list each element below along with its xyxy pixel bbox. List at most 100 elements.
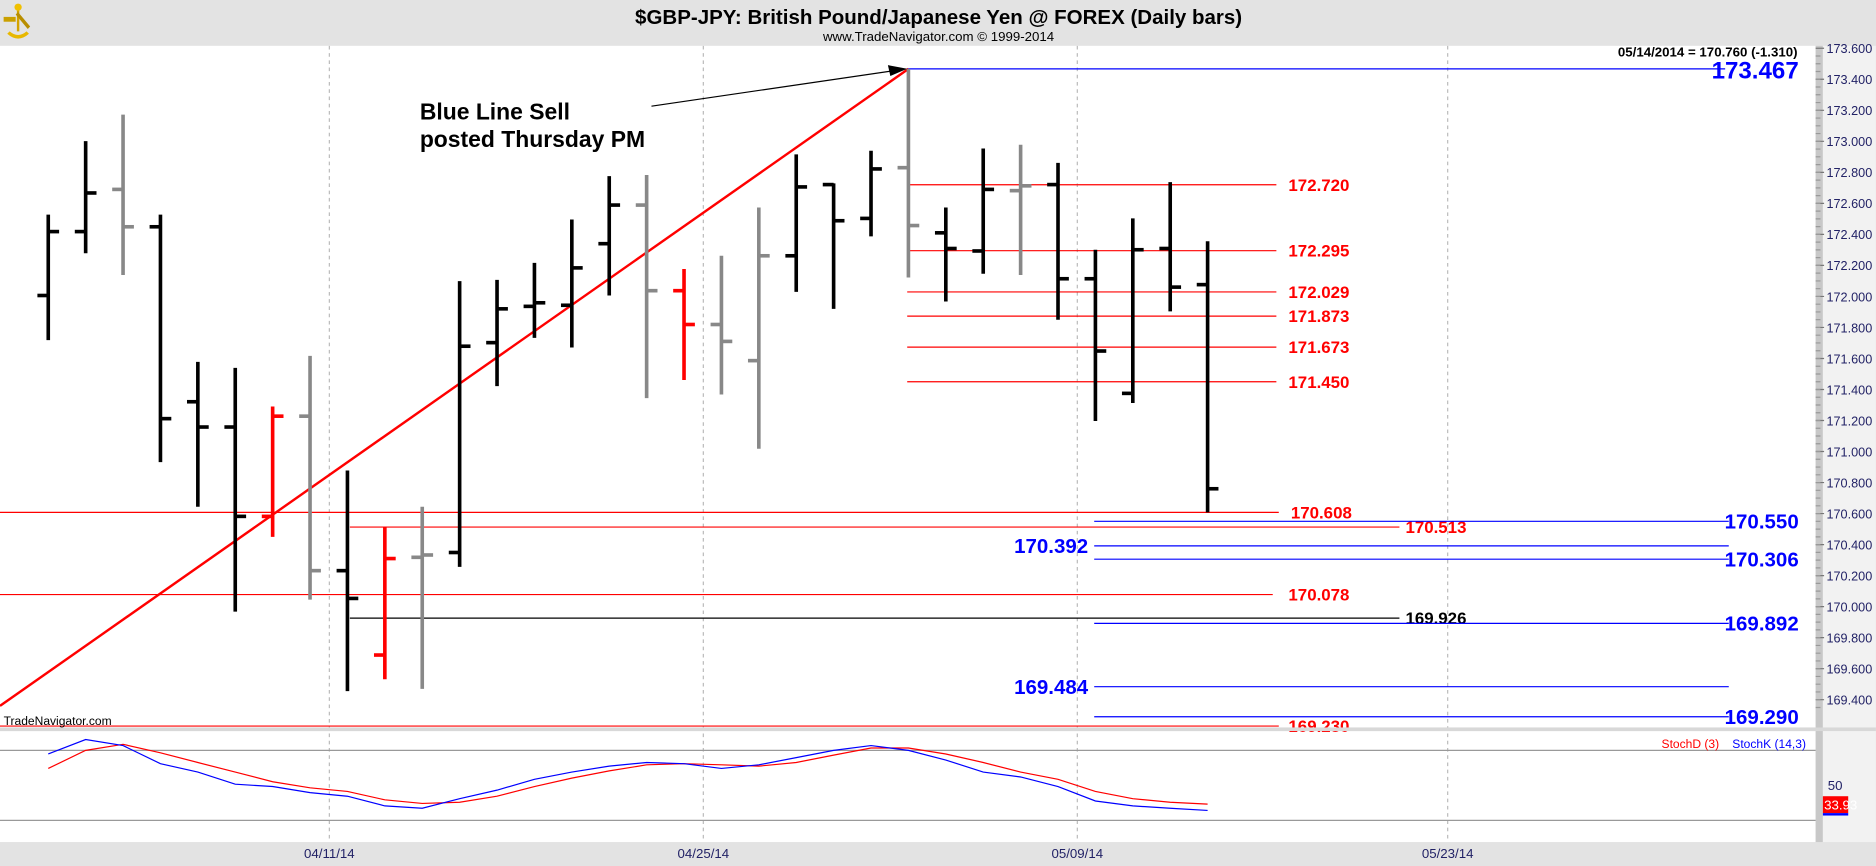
ohlc-bar[interactable] (673, 268, 695, 381)
price-levels: 173.467 172.720 172.295 172.029 171.873 171.6… (0, 58, 1799, 736)
stochastic-lines (47, 738, 1208, 812)
ohlc-bar[interactable] (523, 262, 546, 338)
price-tick-label: 173.200 (1826, 104, 1872, 118)
ohlc-bar[interactable] (860, 150, 882, 237)
ohlc-bar[interactable] (785, 154, 808, 292)
level-label: 172.295 (1288, 242, 1349, 261)
ohlc-bar[interactable] (934, 207, 957, 302)
price-tick-label: 170.000 (1826, 600, 1872, 614)
level-label: 169.484 (1014, 676, 1089, 699)
ohlc-bar[interactable] (37, 214, 60, 341)
price-axis-ticks: 173.600 173.400 173.200 173.000 172.800 172.6… (1815, 42, 1872, 709)
date-tick-label: 04/25/14 (678, 846, 730, 860)
ohlc-bar[interactable] (411, 506, 434, 689)
date-tick-label: 05/09/14 (1051, 846, 1103, 860)
watermark: TradeNavigator.com (4, 714, 112, 728)
level-label: 170.392 (1014, 535, 1088, 558)
level-label: 170.550 (1725, 511, 1799, 534)
annotation-line-2: posted Thursday PM (420, 126, 645, 152)
ohlc-bar[interactable] (224, 367, 247, 612)
level-label: 172.720 (1288, 176, 1349, 195)
level-label: 169.290 (1725, 706, 1799, 729)
panel-divider[interactable] (0, 727, 1876, 732)
ohlc-bar[interactable] (710, 255, 733, 395)
price-tick-label: 171.800 (1826, 321, 1872, 335)
stoch-axis-50: 50 (1828, 778, 1843, 793)
ohlc-bar[interactable] (972, 148, 995, 274)
price-tick-label: 172.600 (1826, 197, 1872, 211)
price-tick-label: 173.400 (1826, 73, 1872, 87)
price-axis[interactable] (1822, 45, 1876, 843)
price-tick-label: 173.000 (1826, 135, 1872, 149)
ohlc-bar[interactable] (1159, 182, 1182, 312)
annotation-arrow (651, 65, 908, 107)
ohlc-bar[interactable] (1121, 218, 1144, 403)
level-label: 170.513 (1405, 518, 1466, 537)
level-label: 172.029 (1288, 283, 1349, 302)
price-tick-label: 173.600 (1826, 42, 1872, 56)
date-tick-label: 05/23/14 (1422, 846, 1474, 860)
ohlc-bar[interactable] (336, 470, 359, 692)
price-tick-label: 172.800 (1826, 166, 1872, 180)
price-tick-label: 172.200 (1826, 259, 1872, 273)
legend-stoch-d: StochD (3) (1662, 737, 1720, 751)
ohlc-bars (37, 68, 1219, 692)
price-tick-label: 171.600 (1826, 352, 1872, 366)
stoch-k-line (48, 738, 1208, 812)
chart-title: $GBP-JPY: British Pound/Japanese Yen @ F… (635, 6, 1242, 29)
ohlc-bar[interactable] (186, 361, 209, 507)
level-label: 171.673 (1288, 338, 1349, 357)
level-label: 173.467 (1712, 58, 1799, 85)
price-tick-label: 172.000 (1826, 290, 1872, 304)
price-tick-label: 172.400 (1826, 228, 1872, 242)
ohlc-bar[interactable] (486, 279, 508, 387)
date-axis: 04/11/14 04/25/14 05/09/14 05/23/14 (304, 846, 1474, 861)
price-tick-label: 170.800 (1826, 476, 1872, 490)
ohlc-bar[interactable] (1009, 144, 1032, 276)
level-label: 169.230 (1288, 717, 1349, 736)
ohlc-bar[interactable] (1196, 241, 1219, 513)
date-gridlines (328, 45, 1449, 843)
price-tick-label: 171.400 (1826, 383, 1872, 397)
ohlc-bar[interactable] (112, 114, 134, 276)
ohlc-bar[interactable] (747, 207, 770, 449)
ohlc-bar[interactable] (299, 355, 321, 600)
ohlc-bar[interactable] (74, 141, 97, 254)
level-label: 171.873 (1288, 307, 1349, 326)
level-label: 170.306 (1725, 548, 1799, 571)
ohlc-bar[interactable] (560, 219, 583, 348)
ohlc-bar[interactable] (448, 281, 471, 567)
price-tick-label: 171.200 (1826, 414, 1872, 428)
stoch-d-line (47, 743, 1208, 805)
trendline[interactable] (0, 67, 910, 707)
price-tick-label: 170.400 (1826, 538, 1872, 552)
ohlc-bar[interactable] (635, 174, 658, 399)
price-tick-label: 169.600 (1826, 663, 1872, 677)
logo-icon (3, 3, 31, 39)
ohlc-bar[interactable] (897, 68, 920, 278)
legend-stoch-k: StochK (14,3) (1732, 737, 1806, 751)
price-tick-label: 171.000 (1826, 445, 1872, 459)
ohlc-bar[interactable] (373, 527, 396, 680)
price-tick-label: 169.800 (1826, 631, 1872, 645)
price-tick-label: 170.600 (1826, 507, 1872, 521)
level-label: 170.608 (1291, 503, 1352, 522)
price-readout: 05/14/2014 = 170.760 (-1.310) (1618, 45, 1798, 60)
ohlc-bar[interactable] (598, 176, 621, 296)
stoch-k-value-marker (1822, 813, 1849, 816)
level-label: 169.926 (1405, 609, 1466, 628)
level-label: 170.078 (1288, 586, 1349, 605)
ohlc-bar[interactable] (822, 182, 845, 309)
ohlc-bar[interactable] (261, 406, 284, 537)
price-tick-label: 169.400 (1826, 694, 1872, 708)
ohlc-bar[interactable] (1084, 249, 1107, 421)
ohlc-bar[interactable] (149, 214, 172, 463)
level-label: 171.450 (1288, 373, 1349, 392)
stoch-value-box (1822, 796, 1849, 814)
annotation-line-1: Blue Line Sell (420, 98, 570, 124)
stoch-last-value: 33.93 (1824, 797, 1857, 812)
level-label: 169.892 (1725, 613, 1799, 636)
ohlc-bar[interactable] (1047, 162, 1069, 320)
